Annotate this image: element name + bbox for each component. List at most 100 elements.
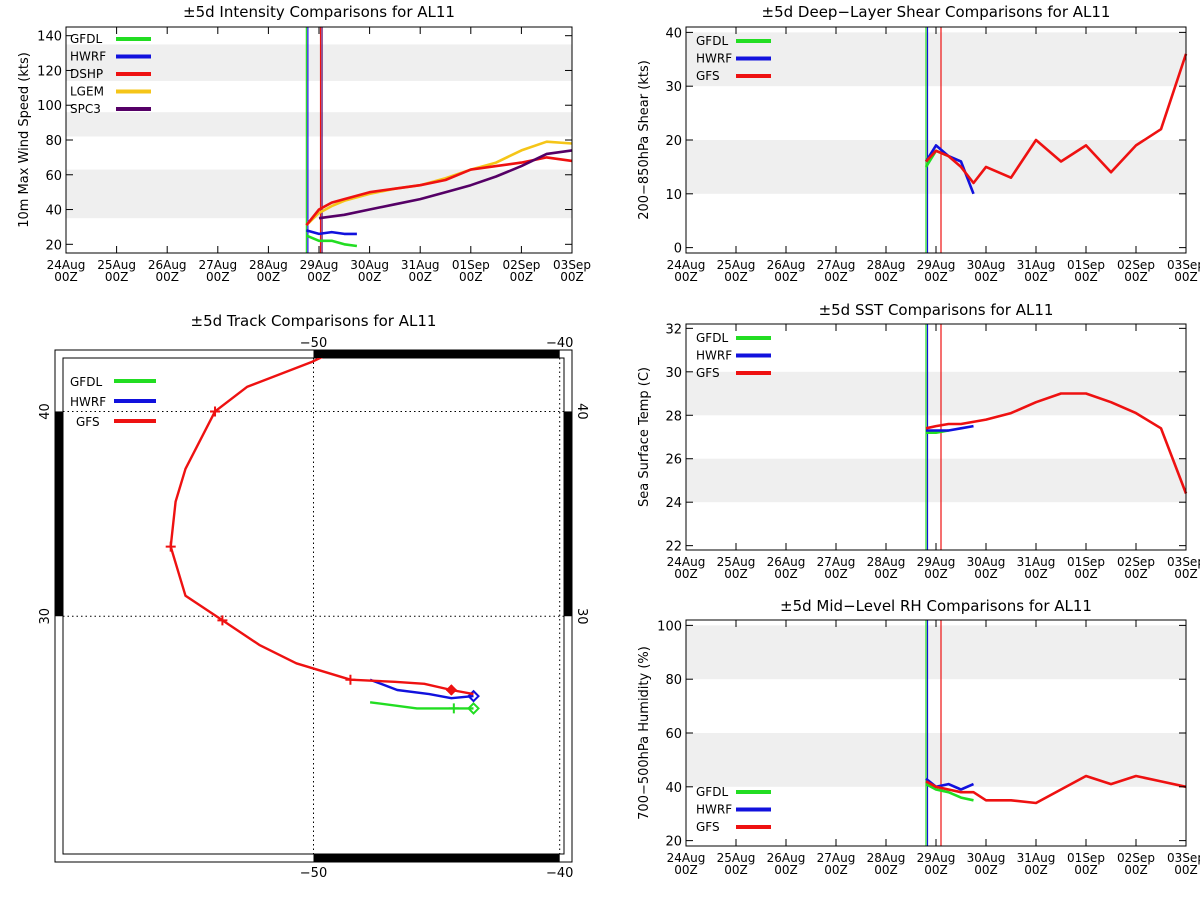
x-tick-label: 00Z: [874, 270, 898, 284]
x-tick-label: 00Z: [824, 567, 848, 581]
x-tick-label: 27Aug: [198, 258, 237, 272]
x-tick-label: 00Z: [510, 270, 534, 284]
y-tick-label: 60: [665, 727, 682, 742]
track-gfdl-endpoint: [467, 701, 480, 715]
y-tick-label: 20: [45, 238, 62, 253]
x-tick-label: 01Sep: [1067, 258, 1105, 272]
plot-frame: [685, 323, 1187, 551]
x-tick-label: 00Z: [974, 567, 998, 581]
x-tick-label: 01Sep: [1067, 851, 1105, 865]
track-gfs: [169, 358, 474, 696]
y-tick-label: 20: [665, 134, 682, 149]
x-tick-label: 25Aug: [97, 258, 136, 272]
x-tick-label: 27Aug: [817, 851, 856, 865]
intensity-chart: 2040608010012014024Aug00Z25Aug00Z26Aug00…: [17, 3, 591, 284]
x-tick-label: 02Sep: [1117, 258, 1155, 272]
x-tick-label: 00Z: [1074, 270, 1098, 284]
x-tick-label: 00Z: [1124, 567, 1148, 581]
x-tick-label: 03Sep: [1167, 258, 1200, 272]
legend-label: GFDL: [696, 331, 728, 345]
x-tick-label: 00Z: [774, 270, 798, 284]
legend-label: GFDL: [70, 375, 102, 389]
map-border-bar: [313, 854, 560, 862]
x-tick-label: 00Z: [1124, 863, 1148, 877]
lon-label: −50: [300, 336, 327, 351]
y-tick-label: 120: [37, 64, 62, 79]
legend-label: GFDL: [696, 785, 728, 799]
chart-title: ±5d Intensity Comparisons for AL11: [183, 3, 455, 21]
map-border-bar: [55, 411, 63, 617]
legend-label: HWRF: [70, 395, 106, 409]
y-axis-label: Sea Surface Temp (C): [637, 367, 652, 507]
x-tick-label: 00Z: [924, 567, 948, 581]
legend-label: GFS: [696, 820, 720, 834]
x-tick-label: 00Z: [1074, 567, 1098, 581]
x-tick-label: 29Aug: [917, 555, 956, 569]
series-gfdl-line: [305, 234, 358, 248]
x-tick-label: 24Aug: [667, 258, 706, 272]
y-tick-label: 32: [665, 322, 682, 337]
lat-label: 40: [38, 403, 53, 420]
x-tick-label: 25Aug: [717, 851, 756, 865]
sst-chart: 22242628303224Aug00Z25Aug00Z26Aug00Z27Au…: [637, 301, 1200, 581]
x-tick-label: 29Aug: [917, 851, 956, 865]
x-tick-label: 00Z: [824, 270, 848, 284]
y-tick-label: 80: [665, 673, 682, 688]
x-tick-label: 00Z: [724, 863, 748, 877]
x-tick-label: 03Sep: [553, 258, 591, 272]
x-tick-label: 00Z: [924, 863, 948, 877]
lat-label: 30: [574, 608, 589, 625]
x-tick-label: 27Aug: [817, 555, 856, 569]
map-border-bar: [564, 411, 572, 617]
x-tick-label: 01Sep: [452, 258, 490, 272]
series-gfs-line: [925, 392, 1188, 494]
x-tick-label: 00Z: [307, 270, 331, 284]
x-tick-label: 03Sep: [1167, 851, 1200, 865]
x-tick-label: 00Z: [1174, 567, 1198, 581]
x-tick-label: 01Sep: [1067, 555, 1105, 569]
track-gfs-marker: [412, 300, 422, 310]
x-tick-label: 29Aug: [917, 258, 956, 272]
lon-label: −40: [546, 866, 573, 881]
legend-label: DSHP: [70, 67, 103, 81]
x-tick-label: 00Z: [724, 567, 748, 581]
x-tick-label: 00Z: [824, 863, 848, 877]
track-gfdl-marker: [448, 703, 459, 714]
x-tick-label: 30Aug: [350, 258, 389, 272]
x-tick-label: 00Z: [724, 270, 748, 284]
x-tick-label: 00Z: [1074, 863, 1098, 877]
x-tick-label: 31Aug: [1017, 851, 1056, 865]
x-tick-label: 00Z: [974, 863, 998, 877]
track-layer: [165, 300, 480, 715]
chart-title: ±5d Mid−Level RH Comparisons for AL11: [780, 597, 1092, 615]
lat-label: 40: [574, 403, 589, 420]
x-tick-label: 25Aug: [717, 258, 756, 272]
x-tick-label: 00Z: [105, 270, 129, 284]
series-gfdl-line: [925, 782, 974, 802]
x-tick-label: 28Aug: [249, 258, 288, 272]
legend-label: GFDL: [70, 32, 102, 46]
y-tick-label: 60: [45, 169, 62, 184]
x-tick-label: 02Sep: [502, 258, 540, 272]
rh-chart: 2040608010024Aug00Z25Aug00Z26Aug00Z27Aug…: [637, 597, 1200, 877]
y-tick-label: 10: [665, 188, 682, 203]
x-tick-label: 00Z: [874, 567, 898, 581]
legend-label: HWRF: [696, 52, 732, 66]
x-tick-label: 24Aug: [667, 851, 706, 865]
y-tick-label: 140: [37, 30, 62, 45]
y-tick-label: 40: [665, 781, 682, 796]
x-tick-label: 02Sep: [1117, 555, 1155, 569]
y-tick-label: 100: [37, 99, 62, 114]
shade-band: [66, 112, 572, 137]
x-tick-label: 00Z: [1024, 270, 1048, 284]
legend-label: GFDL: [696, 34, 728, 48]
x-tick-label: 00Z: [924, 270, 948, 284]
track-gfdl: [369, 701, 474, 710]
legend-label: HWRF: [696, 349, 732, 363]
x-tick-label: 00Z: [674, 567, 698, 581]
x-tick-label: 30Aug: [967, 851, 1006, 865]
track-gfs-marker: [217, 615, 228, 626]
x-tick-label: 02Sep: [1117, 851, 1155, 865]
lon-label: −50: [300, 866, 327, 881]
legend-label: LGEM: [70, 85, 104, 99]
